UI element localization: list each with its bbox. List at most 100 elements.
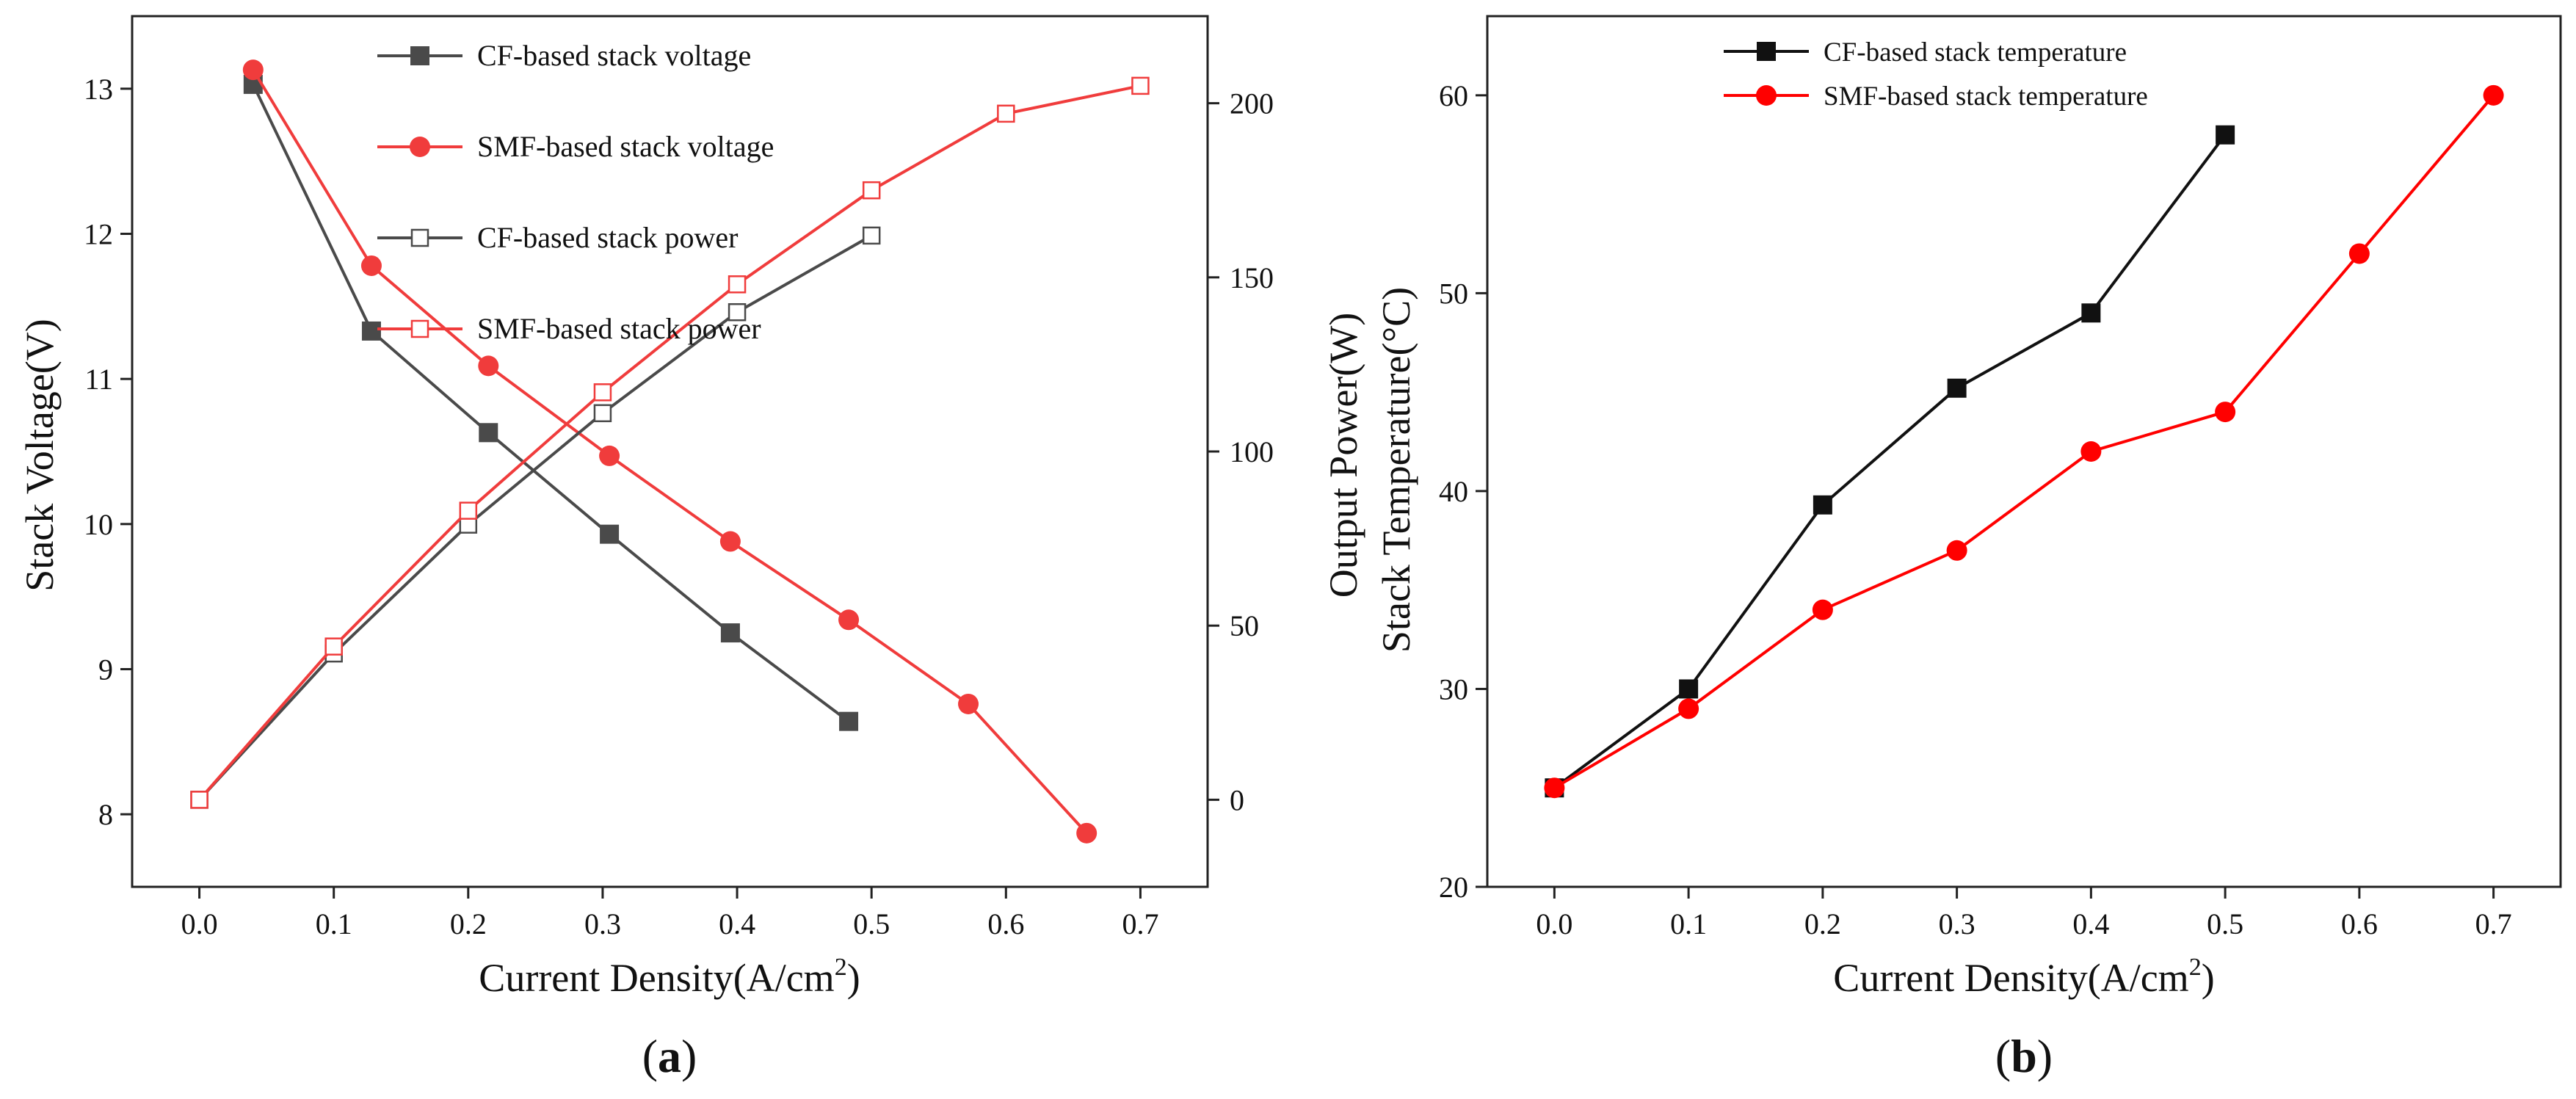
data-point [361,321,381,341]
data-point [2483,84,2504,106]
legend-item: SMF-based stack voltage [377,130,774,163]
data-point [838,609,860,631]
legend-item: SMF-based stack temperature [1724,81,2148,112]
legend-label: CF-based stack temperature [1824,37,2127,68]
data-point [1947,378,1967,398]
y-tick-label: 50 [1439,277,1468,310]
x-tick-label: 0.1 [316,907,352,940]
legend-swatch-marker [1757,42,1776,61]
y-tick-label: 13 [84,73,113,106]
x-tick-label: 0.5 [2207,907,2243,940]
series-line [252,69,1088,835]
x-tick-label: 0.0 [1536,907,1572,940]
x-tick-label: 0.3 [584,907,621,940]
series-smf-based-stack-voltage [242,59,1097,844]
chart-a: 0.0 0.1 0.2 0.3 0.4 0.5 0.6 0.7 8 9 10 11 12 13 0 50 100… [18,15,1365,1082]
data-point [1812,599,1833,620]
series-line [198,234,873,801]
series-line [1553,94,2495,789]
data-point [1679,679,1699,699]
x-tick-label: 0.4 [2072,907,2109,940]
x-tick-label: 0.1 [1670,907,1707,940]
plot-frame-b [1486,15,2562,888]
y-tick-label: 12 [84,218,113,251]
data-point [728,302,747,322]
x-tick-label: 0.3 [1939,907,1975,940]
data-point [1076,822,1097,844]
data-point [593,383,612,402]
data-point [2081,303,2101,323]
legend-swatch-marker [410,137,430,157]
data-point [1946,540,1967,561]
y-axis-title-b: Stack Temperature(°C) [1374,287,1418,653]
data-point [190,791,208,809]
y-tick-label: 20 [1439,871,1468,904]
y-tick-label: 10 [84,508,113,541]
data-point [1544,777,1565,799]
data-point [2080,441,2102,462]
legend-item: SMF-based stack power [377,312,761,345]
legend-label: SMF-based stack power [477,312,761,345]
y2-axis-title-a: Output Power(W) [1321,313,1365,598]
data-point [728,275,747,294]
legend-item: CF-based stack voltage [377,39,751,72]
y-tick-label: 11 [84,363,113,396]
y2-tick-label: 200 [1230,87,1274,120]
y-tick-label: 8 [98,798,113,831]
x-tick-label: 0.7 [2475,907,2512,940]
x-tick-label: 0.5 [853,907,890,940]
legend-label: CF-based stack voltage [477,39,751,72]
x-axis-title-b: Current Density(A/cm2) [1833,954,2214,1000]
data-point [600,524,620,544]
data-point [719,531,741,552]
y-axis-title-a: Stack Voltage(V) [18,319,62,591]
legend-swatch-marker [410,319,429,338]
panel-label-b: (b) [1995,1030,2053,1082]
data-point [1131,76,1150,95]
x-tick-label: 0.2 [1804,907,1841,940]
x-tick-label: 0.0 [181,907,218,940]
data-point [2348,243,2370,264]
y2-tick-label: 100 [1230,435,1274,468]
series-line [198,84,1141,801]
data-point [2215,402,2236,423]
legend-label: CF-based stack power [477,221,738,254]
legend-swatch-marker [1756,85,1777,106]
x-tick-label: 0.6 [2341,907,2378,940]
data-point [720,623,740,643]
series-line [251,84,850,723]
x-tick-label: 0.2 [450,907,487,940]
x-tick-label: 0.6 [987,907,1024,940]
legend-label: SMF-based stack voltage [477,130,774,163]
series-smf-based-stack-temperature [1544,84,2504,799]
y-tick-label: 60 [1439,79,1468,112]
data-point [459,501,478,520]
y-tick-label: 9 [98,653,113,686]
data-point [862,181,881,200]
y2-tick-label: 50 [1230,609,1259,642]
y2-tick-label: 150 [1230,261,1274,294]
data-point [599,445,620,466]
data-point [839,711,859,731]
y-tick-label: 40 [1439,475,1468,508]
legend-swatch-marker [410,46,429,65]
data-point [242,59,264,81]
series-smf-based-stack-power [190,76,1150,809]
y-tick-label: 30 [1439,672,1468,706]
series-line [1553,134,2227,789]
data-point [958,693,979,714]
legend-label: SMF-based stack temperature [1824,81,2148,112]
x-tick-label: 0.7 [1122,907,1158,940]
legend-a: CF-based stack voltage SMF-based stack vo… [377,39,774,345]
data-point [479,423,498,443]
x-axis-title-a: Current Density(A/cm2) [479,954,860,1000]
panel-label-a: (a) [642,1030,697,1082]
legend-item: CF-based stack power [377,221,738,254]
y2-tick-label: 0 [1230,783,1244,816]
data-point [478,355,499,377]
chart-b: 0.0 0.1 0.2 0.3 0.4 0.5 0.6 0.7 20 30 40 50 60 Curre… [1374,15,2562,1082]
data-point [324,637,343,656]
series-cf-based-stack-voltage [243,74,859,731]
x-tick-label: 0.4 [719,907,755,940]
